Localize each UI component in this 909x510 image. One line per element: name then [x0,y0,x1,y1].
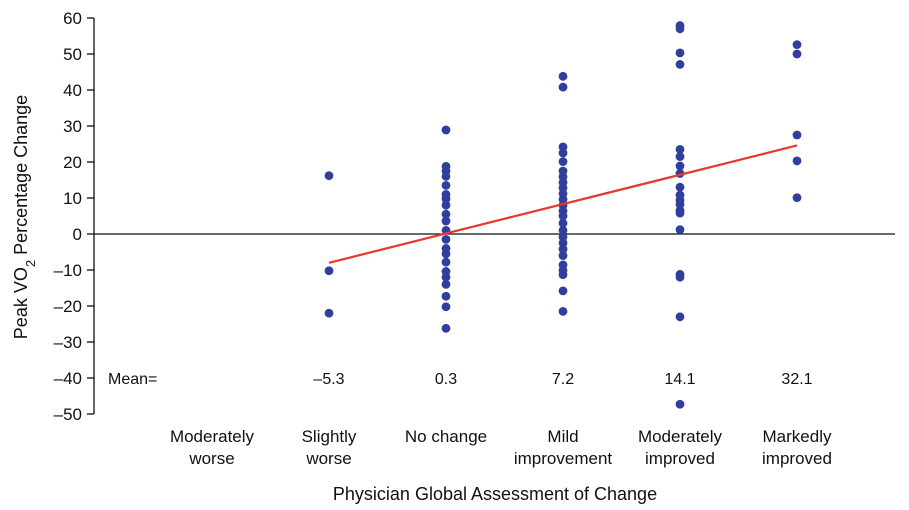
data-point [792,193,802,203]
data-point [441,323,451,333]
x-category-label: No change [405,427,487,446]
data-point [792,49,802,59]
y-tick-label: 50 [63,45,82,64]
x-category-label: improvement [514,449,613,468]
mean-value: 7.2 [552,371,574,388]
x-category-label: Markedly [763,427,832,446]
y-ticks: –50 –40 –30 –20 –10 0 10 20 30 40 50 60 [54,9,94,424]
trend-line [328,144,798,264]
y-tick-label: 40 [63,81,82,100]
trend-layer [328,144,798,264]
data-point [441,172,451,181]
data-point [558,71,568,81]
data-point [558,270,568,280]
data-point [324,266,334,276]
data-point [441,302,451,312]
data-point [441,209,451,219]
mean-value: 0.3 [435,371,457,388]
y-tick-label: 60 [63,9,82,28]
data-point [558,238,568,248]
mean-value: 32.1 [781,371,812,388]
data-point [675,399,685,409]
data-point [558,82,568,92]
data-point [558,157,568,167]
y-axis-title: Peak VO2 Percentage Change [11,95,38,339]
data-point [324,171,334,181]
data-point [792,156,802,166]
data-point [441,216,451,226]
data-point [675,48,685,58]
x-category-label: Moderately [638,427,723,446]
data-point [792,40,802,50]
y-tick-label: 30 [63,117,82,136]
data-point [675,152,685,162]
y-tick-label: 10 [63,189,82,208]
x-category-label: worse [305,449,351,468]
data-point [441,194,451,204]
y-tick-label: –30 [54,333,82,352]
data-point [441,257,451,267]
data-point [558,226,568,235]
y-axis-title-prefix: Peak VO [11,267,31,339]
y-tick-label: –50 [54,405,82,424]
y-tick-label: 20 [63,153,82,172]
mean-value: 14.1 [664,371,695,388]
data-point [324,308,334,318]
data-points [324,21,802,409]
data-point [675,60,685,69]
data-point [558,286,568,296]
data-point [675,24,685,34]
data-point [792,130,802,140]
x-category-label: Moderately [170,427,255,446]
data-point [675,272,685,282]
data-point [441,200,451,210]
x-category-label: worse [188,449,234,468]
data-point [558,244,568,254]
data-point [675,312,685,322]
x-category-label: improved [762,449,832,468]
y-tick-label: –40 [54,369,82,388]
data-point [441,291,451,301]
data-point [675,161,685,171]
data-point [441,249,451,259]
y-axis-title-subscript: 2 [23,260,38,267]
x-category-label: Slightly [302,427,357,446]
mean-label: Mean= [108,371,157,388]
data-point [558,148,568,158]
data-point [558,232,568,242]
y-axis-title-suffix: Percentage Change [11,95,31,260]
means-layer: Mean= –5.3 0.3 7.2 14.1 32.1 [108,371,813,388]
y-tick-label: –20 [54,297,82,316]
x-categories: Moderately worse Slightly worse No change Mil… [170,427,832,468]
data-point [675,208,685,218]
mean-value: –5.3 [313,371,344,388]
data-point [675,182,685,192]
data-point [558,142,568,152]
data-point [441,272,451,282]
data-point [675,145,685,154]
data-point [441,125,451,135]
x-category-label: improved [645,449,715,468]
data-point [558,218,568,228]
data-point [675,200,685,209]
data-point [558,251,568,260]
data-point [441,280,451,289]
data-point [558,307,568,316]
data-point [675,225,685,235]
data-point [441,235,451,244]
data-point [441,181,451,190]
x-axis-title: Physician Global Assessment of Change [333,484,657,504]
y-tick-label: –10 [54,261,82,280]
y-tick-label: 0 [73,225,82,244]
x-category-label: Mild [547,427,578,446]
data-point [558,211,568,221]
